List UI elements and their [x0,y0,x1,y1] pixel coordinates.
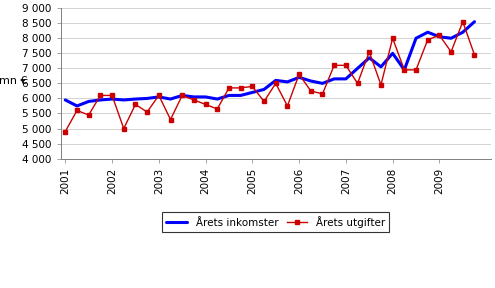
Årets inkomster [366,56,372,60]
Årets inkomster [191,95,197,99]
Årets inkomster [343,77,349,81]
Legend: Årets inkomster, Årets utgifter: Årets inkomster, Årets utgifter [162,212,389,232]
Årets inkomster [437,35,443,39]
Årets inkomster [296,76,302,79]
Årets utgifter [354,82,360,85]
Årets inkomster [86,100,92,103]
Y-axis label: mn €: mn € [0,76,28,86]
Årets inkomster [285,80,291,84]
Årets inkomster [74,104,80,108]
Årets inkomster [249,91,255,94]
Årets inkomster [202,95,208,99]
Årets utgifter [343,64,349,67]
Årets utgifter [437,33,443,37]
Årets inkomster [226,94,232,97]
Årets inkomster [319,82,325,85]
Årets utgifter [133,103,139,106]
Årets utgifter [109,94,115,97]
Årets utgifter [273,82,279,85]
Årets utgifter [86,113,92,117]
Årets utgifter [156,94,162,97]
Årets inkomster [167,97,173,101]
Årets inkomster [273,79,279,82]
Årets inkomster [98,98,103,102]
Årets inkomster [448,37,454,40]
Årets utgifter [296,73,302,76]
Årets inkomster [214,97,220,101]
Årets utgifter [413,68,419,72]
Årets inkomster [62,98,68,102]
Årets inkomster [390,52,396,55]
Årets utgifter [121,127,127,130]
Årets utgifter [179,94,185,97]
Årets inkomster [378,65,384,69]
Årets utgifter [167,118,173,121]
Årets inkomster [238,94,244,97]
Årets utgifter [308,89,314,93]
Årets inkomster [413,37,419,40]
Årets inkomster [109,97,115,101]
Årets inkomster [121,98,127,102]
Årets utgifter [390,37,396,40]
Line: Årets utgifter: Årets utgifter [63,20,477,134]
Årets utgifter [448,50,454,54]
Line: Årets inkomster: Årets inkomster [65,22,475,106]
Årets inkomster [133,97,139,101]
Årets utgifter [98,94,103,97]
Årets utgifter [401,68,407,72]
Årets utgifter [202,103,208,106]
Årets utgifter [238,86,244,90]
Årets inkomster [401,68,407,72]
Årets utgifter [261,100,267,103]
Årets inkomster [331,77,337,81]
Årets inkomster [472,20,478,23]
Årets utgifter [319,92,325,96]
Årets inkomster [261,88,267,91]
Årets utgifter [74,109,80,112]
Årets utgifter [214,107,220,111]
Årets utgifter [285,104,291,108]
Årets utgifter [425,38,431,41]
Årets utgifter [378,83,384,87]
Årets utgifter [144,110,150,114]
Årets utgifter [226,86,232,90]
Årets utgifter [249,85,255,88]
Årets utgifter [331,64,337,67]
Årets inkomster [156,95,162,99]
Årets utgifter [472,53,478,56]
Årets utgifter [191,98,197,102]
Årets inkomster [460,31,466,34]
Årets inkomster [354,67,360,70]
Årets utgifter [62,130,68,133]
Årets utgifter [460,20,466,23]
Årets inkomster [179,94,185,97]
Årets inkomster [425,31,431,34]
Årets inkomster [308,79,314,83]
Årets inkomster [144,97,150,100]
Årets utgifter [366,50,372,54]
